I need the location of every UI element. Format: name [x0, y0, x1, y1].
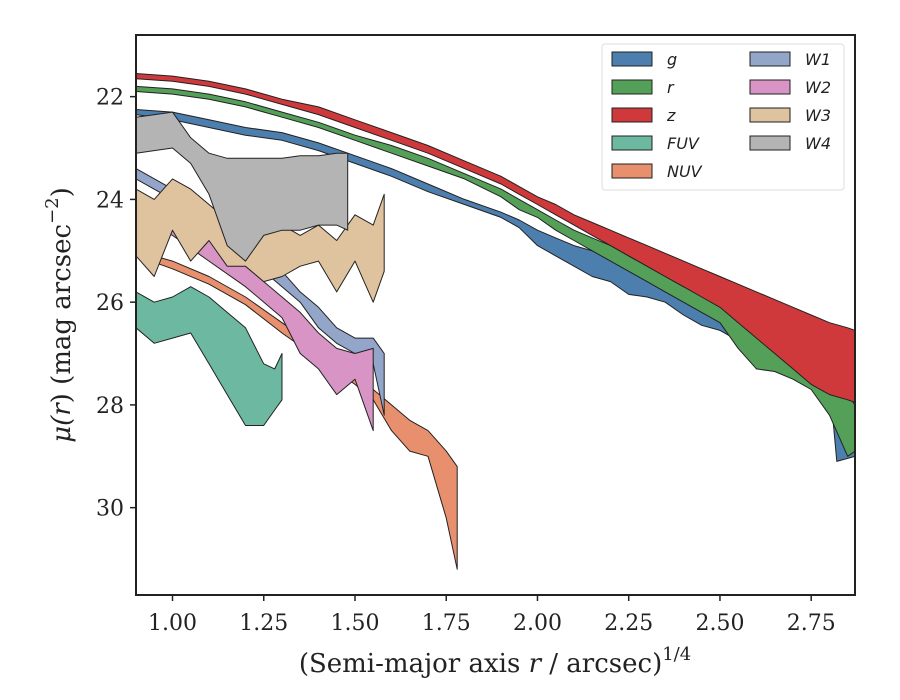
band-r [136, 85, 855, 457]
legend-label-g: g [667, 50, 677, 69]
legend-swatch-g [611, 51, 653, 67]
y-tick-label: 30 [96, 497, 124, 522]
x-tick-label: 2.75 [787, 611, 836, 636]
y-axis-ticks: 22 24 26 28 30 [96, 86, 136, 522]
plot-frame [135, 34, 856, 596]
legend-swatch-w3 [749, 107, 791, 123]
legend-swatch-w1 [749, 51, 791, 67]
y-tick-label: 24 [96, 188, 124, 213]
legend-swatch-w2 [749, 79, 791, 95]
legend-swatch-nuv [611, 163, 653, 179]
x-tick-label: 1.50 [330, 611, 379, 636]
x-tick-label: 1.25 [239, 611, 288, 636]
legend-swatch-r [611, 79, 653, 95]
y-tick-label: 28 [96, 394, 124, 419]
x-axis-ticks: 1.00 1.25 1.50 1.75 2.00 2.25 2.50 2.75 [148, 595, 836, 636]
y-tick-label: 22 [96, 86, 124, 111]
x-tick-label: 2.00 [513, 611, 562, 636]
legend-label-w2: W2 [805, 78, 831, 97]
legend-label-fuv: FUV [667, 134, 700, 153]
legend-swatch-z [611, 107, 653, 123]
band-g [136, 109, 855, 462]
legend-label-r: r [667, 78, 675, 97]
legend-label-w3: W3 [805, 106, 831, 125]
legend: grz FUV NUV W1 W2 W3 W4 [601, 43, 845, 191]
y-axis-label: μ(r) (mag arcsec−2) [42, 187, 77, 443]
band-z [136, 73, 855, 403]
legend-label-z: z [666, 106, 676, 125]
legend-label-w1: W1 [805, 50, 831, 69]
legend-swatch-fuv [611, 135, 653, 151]
x-tick-label: 2.50 [695, 611, 744, 636]
band-fuv [136, 286, 283, 426]
profile-bands [136, 73, 855, 570]
x-tick-label: 1.75 [422, 611, 471, 636]
legend-label-nuv: NUV [667, 162, 703, 181]
band-w4 [136, 111, 349, 262]
x-tick-label: 1.00 [148, 611, 197, 636]
legend-label-w4: W4 [805, 134, 831, 153]
x-tick-label: 2.25 [604, 611, 653, 636]
legend-swatch-w4 [749, 135, 791, 151]
y-tick-label: 26 [96, 291, 124, 316]
x-axis-label: (Semi-major axis r / arcsec)1/4 [299, 644, 691, 679]
